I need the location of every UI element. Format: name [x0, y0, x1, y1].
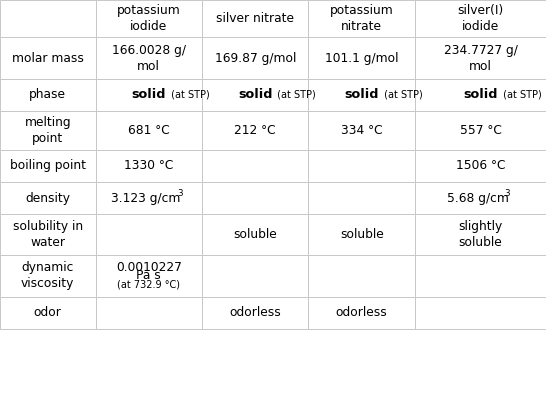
Bar	[202, 255, 308, 297]
Bar	[96, 255, 202, 297]
Text: 169.87 g/mol: 169.87 g/mol	[215, 52, 296, 65]
Bar	[202, 111, 308, 150]
Bar	[202, 150, 308, 182]
Bar	[308, 0, 415, 37]
Bar	[415, 37, 546, 79]
Bar	[202, 79, 308, 111]
Bar	[308, 297, 415, 329]
Text: 1506 °C: 1506 °C	[456, 160, 505, 172]
Text: odorless: odorless	[229, 307, 281, 319]
Text: soluble: soluble	[340, 229, 384, 241]
Bar	[415, 111, 546, 150]
Bar	[308, 150, 415, 182]
Text: 234.7727 g/
mol: 234.7727 g/ mol	[443, 44, 518, 72]
Text: melting
point: melting point	[25, 116, 71, 145]
Bar	[308, 214, 415, 255]
Text: soluble: soluble	[233, 229, 277, 241]
Bar	[415, 79, 546, 111]
Bar	[96, 182, 202, 214]
Bar	[0, 111, 96, 150]
Bar	[0, 79, 96, 111]
Text: potassium
nitrate: potassium nitrate	[330, 4, 394, 33]
Bar	[0, 182, 96, 214]
Bar	[96, 150, 202, 182]
Bar	[0, 37, 96, 79]
Bar	[96, 37, 202, 79]
Text: 5.68 g/cm: 5.68 g/cm	[447, 192, 509, 204]
Text: boiling point: boiling point	[10, 160, 86, 172]
Text: solubility in
water: solubility in water	[13, 220, 83, 249]
Text: Pa s: Pa s	[136, 269, 161, 282]
Text: 681 °C: 681 °C	[128, 124, 170, 137]
Bar	[415, 150, 546, 182]
Bar	[202, 0, 308, 37]
Text: solid: solid	[238, 89, 272, 101]
Bar	[308, 255, 415, 297]
Bar	[415, 182, 546, 214]
Text: 101.1 g/mol: 101.1 g/mol	[325, 52, 399, 65]
Bar	[0, 150, 96, 182]
Bar	[415, 214, 546, 255]
Bar	[415, 0, 546, 37]
Bar	[415, 297, 546, 329]
Text: 1330 °C: 1330 °C	[124, 160, 174, 172]
Bar	[96, 0, 202, 37]
Text: odor: odor	[34, 307, 62, 319]
Bar	[96, 214, 202, 255]
Text: silver(I)
iodide: silver(I) iodide	[458, 4, 503, 33]
Text: molar mass: molar mass	[12, 52, 84, 65]
Bar	[96, 297, 202, 329]
Bar	[0, 0, 96, 37]
Text: density: density	[25, 192, 70, 204]
Text: odorless: odorless	[336, 307, 388, 319]
Text: potassium
iodide: potassium iodide	[117, 4, 181, 33]
Bar	[308, 37, 415, 79]
Text: (at STP): (at STP)	[381, 90, 423, 100]
Bar	[0, 214, 96, 255]
Bar	[308, 79, 415, 111]
Text: 212 °C: 212 °C	[234, 124, 276, 137]
Bar	[96, 79, 202, 111]
Text: (at STP): (at STP)	[500, 90, 541, 100]
Bar	[96, 111, 202, 150]
Text: solid: solid	[345, 89, 379, 101]
Bar	[202, 37, 308, 79]
Bar	[0, 297, 96, 329]
Bar	[308, 182, 415, 214]
Text: 0.0010227: 0.0010227	[116, 261, 182, 274]
Text: 3.123 g/cm: 3.123 g/cm	[111, 192, 181, 204]
Text: (at 732.9 °C): (at 732.9 °C)	[117, 280, 180, 290]
Bar	[202, 214, 308, 255]
Text: solid: solid	[463, 89, 498, 101]
Text: (at STP): (at STP)	[168, 90, 210, 100]
Bar	[202, 297, 308, 329]
Text: dynamic
viscosity: dynamic viscosity	[21, 262, 74, 290]
Bar	[415, 255, 546, 297]
Bar	[0, 255, 96, 297]
Text: phase: phase	[29, 89, 66, 101]
Bar	[202, 182, 308, 214]
Text: slightly
soluble: slightly soluble	[458, 220, 503, 249]
Text: silver nitrate: silver nitrate	[216, 12, 294, 25]
Text: (at STP): (at STP)	[274, 90, 316, 100]
Text: 166.0028 g/
mol: 166.0028 g/ mol	[112, 44, 186, 72]
Bar	[308, 111, 415, 150]
Text: 557 °C: 557 °C	[460, 124, 501, 137]
Text: 3: 3	[177, 189, 183, 197]
Text: solid: solid	[132, 89, 166, 101]
Text: 334 °C: 334 °C	[341, 124, 383, 137]
Text: 3: 3	[505, 189, 510, 197]
